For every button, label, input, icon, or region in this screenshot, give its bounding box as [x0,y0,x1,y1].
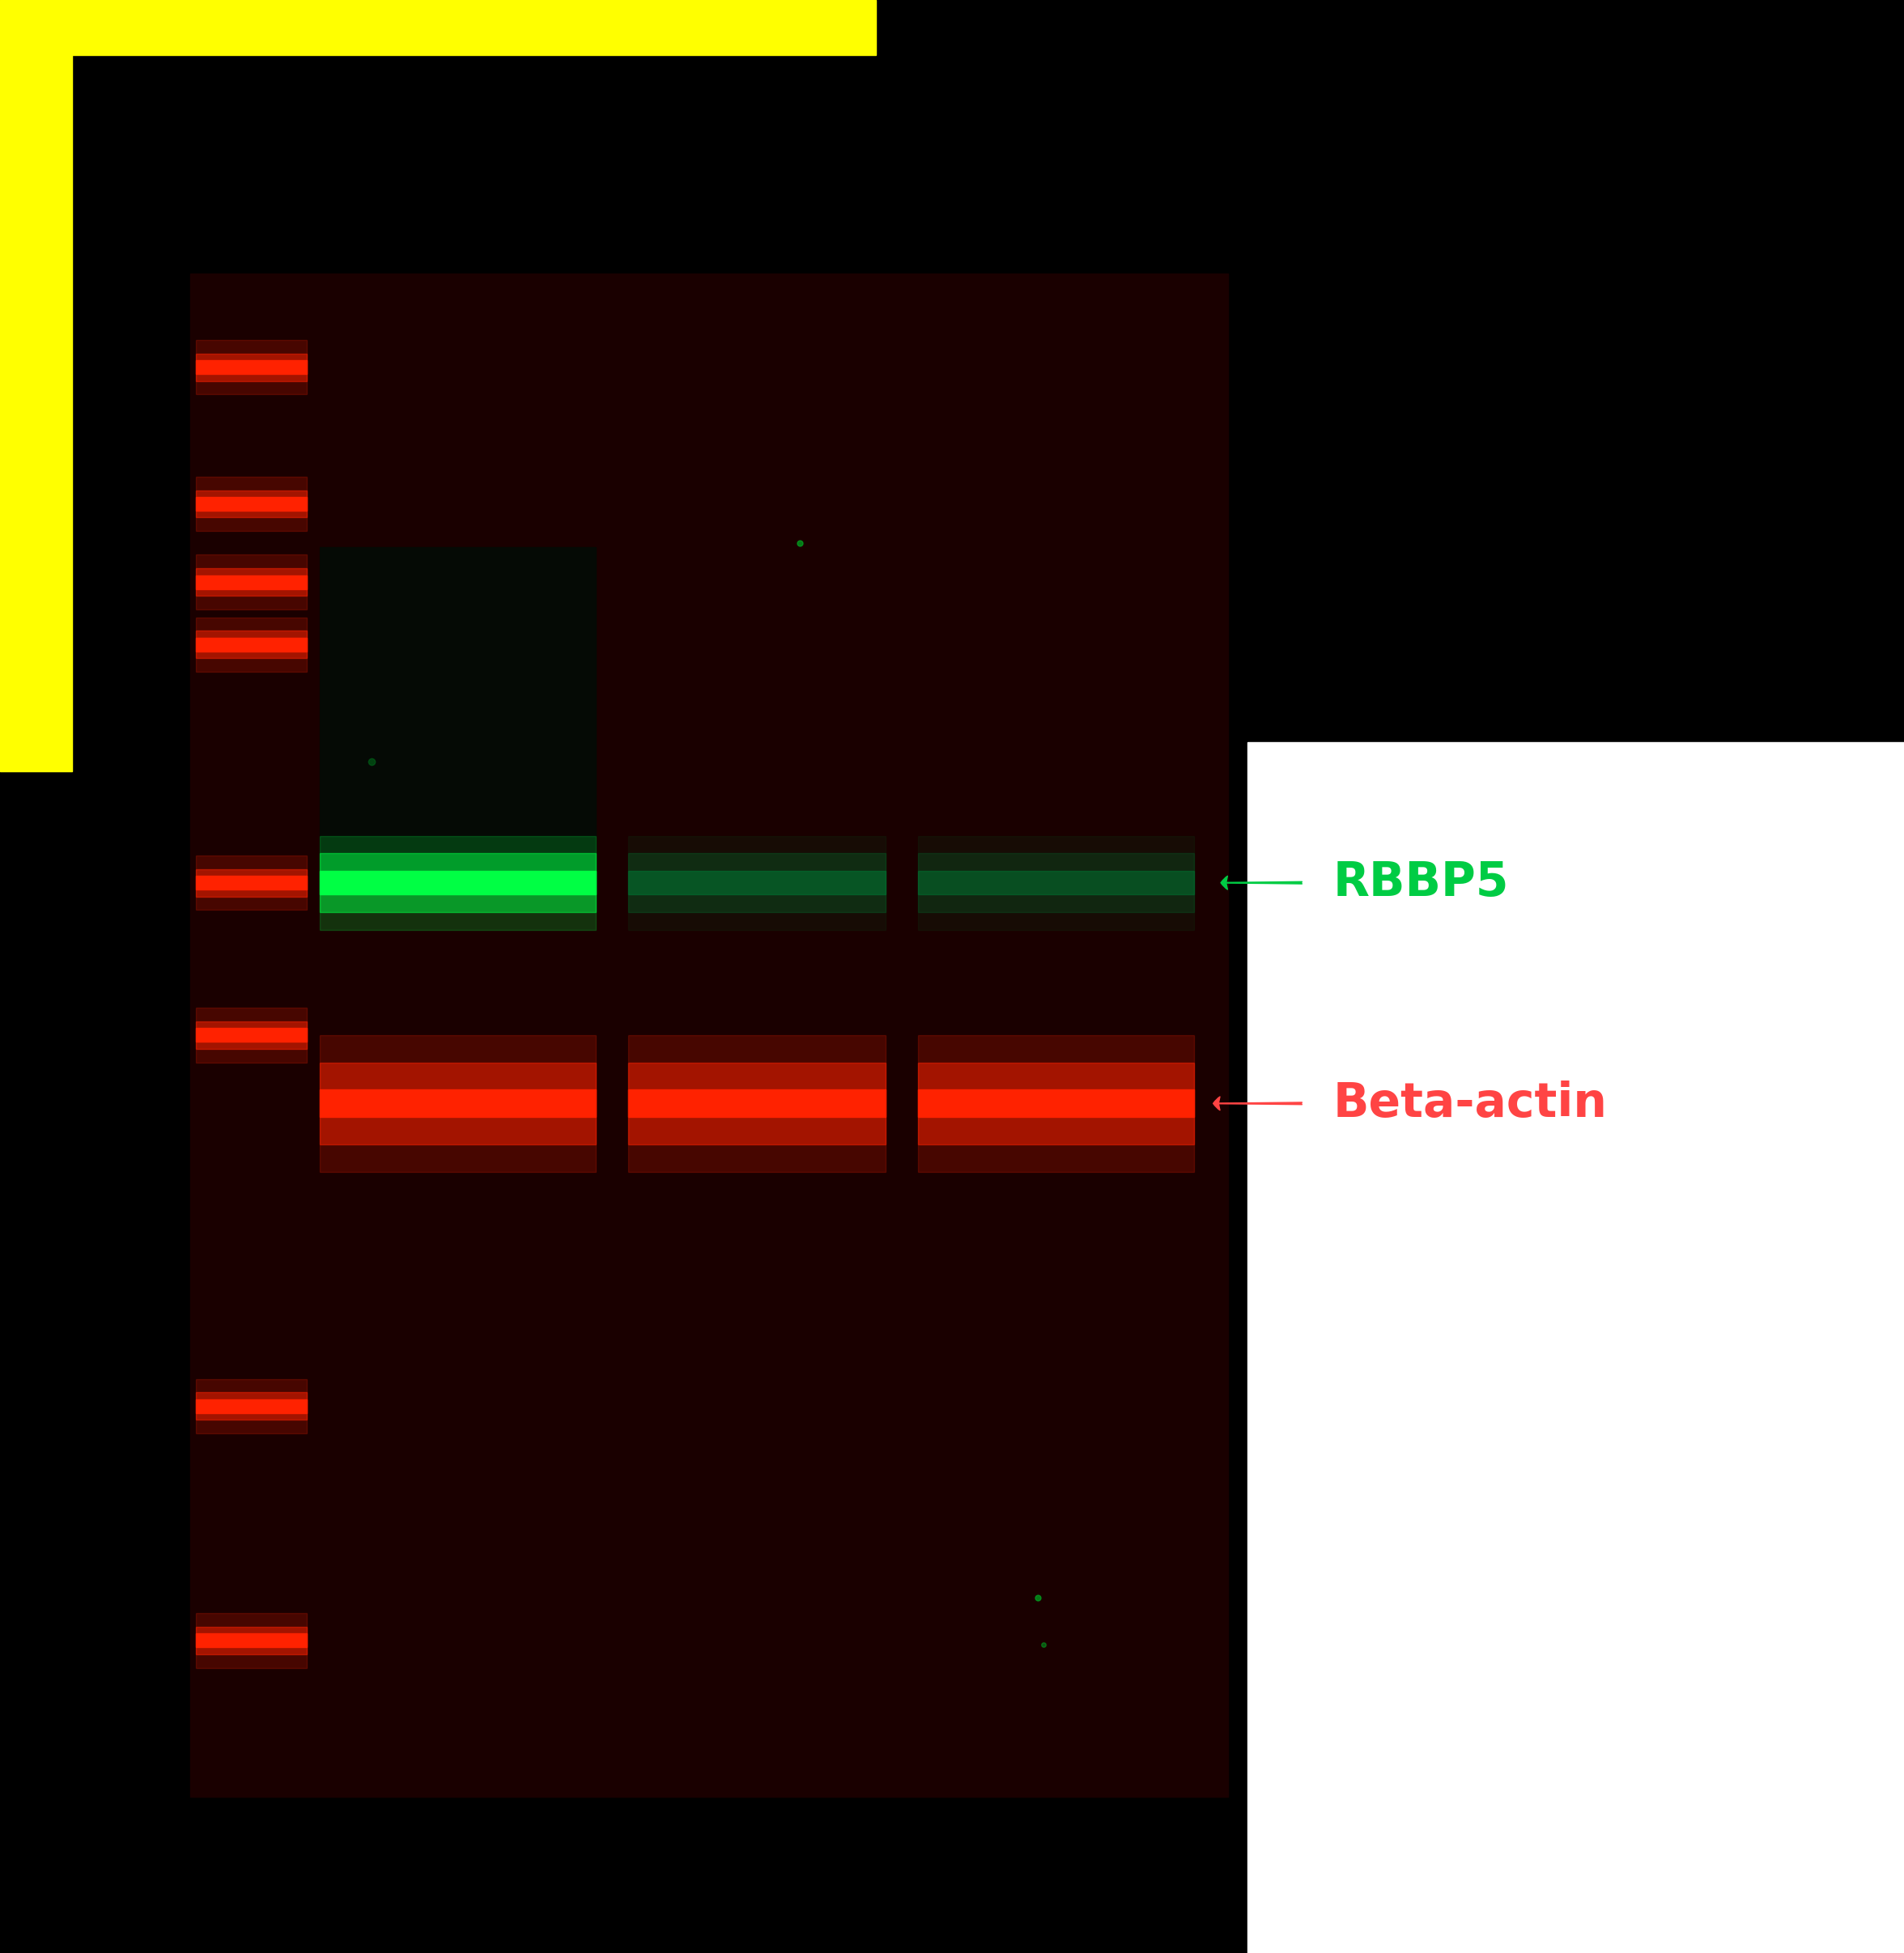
Text: RBBP5: RBBP5 [1333,859,1508,906]
Bar [918,1090,1194,1117]
Bar [196,1379,307,1434]
Bar [196,1633,307,1646]
Bar [196,875,307,889]
Bar [196,631,307,658]
Bar [196,1627,307,1654]
Bar [196,353,307,381]
Bar [320,547,596,889]
Bar [628,1035,885,1172]
Bar [190,273,1228,1797]
Bar [196,1008,307,1062]
Bar [628,1090,885,1117]
Bar [320,853,596,912]
Bar [196,1392,307,1420]
Bar [320,1035,596,1172]
Bar [0,0,72,771]
Bar [918,1035,1194,1172]
Bar [320,1062,596,1144]
Bar [196,637,307,652]
Bar [320,871,596,894]
Bar [918,853,1194,912]
Bar [918,871,1194,894]
Bar [918,836,1194,930]
Bar [196,855,307,910]
Bar [196,574,307,590]
Bar [196,1613,307,1668]
Bar [196,490,307,518]
Bar [196,1021,307,1049]
Bar [628,853,885,912]
Bar [196,1027,307,1043]
Bar [196,869,307,896]
Bar [628,1062,885,1144]
Text: Beta-actin: Beta-actin [1333,1080,1607,1127]
Bar [0,0,876,55]
Bar [1247,742,1904,1953]
Bar [320,1090,596,1117]
Bar [196,1398,307,1414]
Bar [196,340,307,395]
Bar [628,836,885,930]
Bar [196,617,307,672]
Bar [196,555,307,609]
Bar [196,496,307,510]
Bar [320,836,596,930]
Bar [196,568,307,596]
Bar [628,871,885,894]
Bar [196,359,307,375]
Bar [918,1062,1194,1144]
Bar [196,477,307,531]
